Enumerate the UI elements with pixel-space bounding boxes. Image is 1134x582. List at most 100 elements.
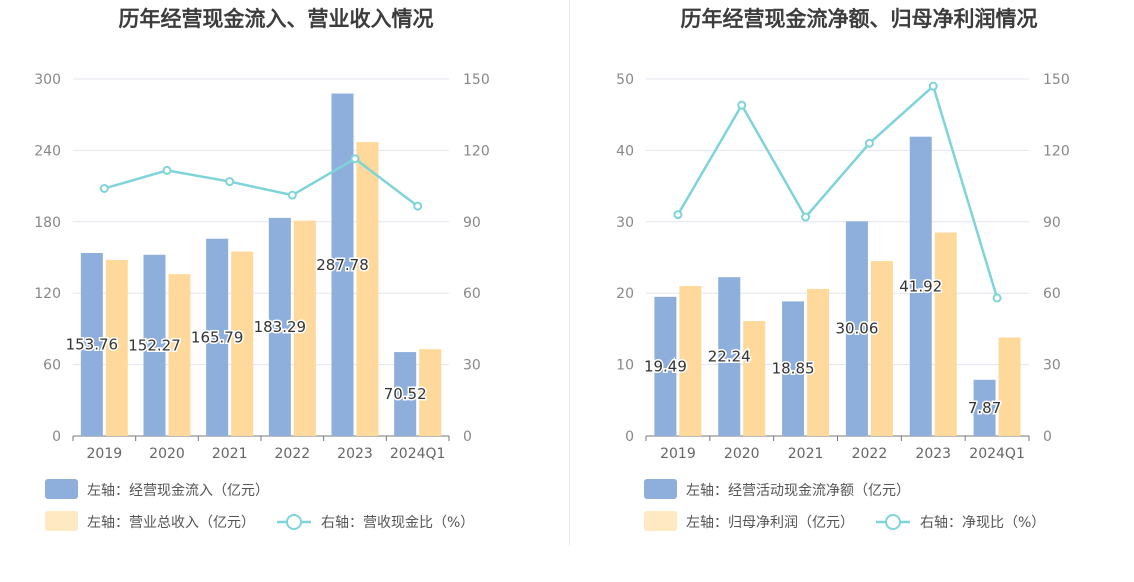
left-axis-tick-label: 0	[625, 429, 634, 445]
bar-series-1	[331, 93, 354, 436]
left-axis-tick-label: 180	[34, 215, 61, 231]
line-series-point	[801, 212, 811, 222]
line-series-path	[676, 83, 999, 299]
bar-series-2	[679, 286, 702, 436]
bar-series-2	[998, 337, 1021, 436]
bar-data-label: 41.92	[899, 277, 942, 295]
bar-series-2	[356, 142, 379, 436]
bar-series-1	[206, 238, 229, 436]
legend-swatch-series-3-marker	[286, 514, 302, 530]
bar-series-1	[782, 301, 805, 436]
left-axis-tick-label: 10	[616, 358, 634, 374]
legend-swatch-series-2	[644, 511, 677, 531]
left-axis-tick-label: 40	[616, 143, 634, 159]
bar-series-2	[419, 349, 442, 436]
bar-data-label: 70.52	[384, 385, 427, 403]
bar-data-label: 7.87	[968, 399, 1001, 417]
legend-label-series-3: 右轴：净现比（%）	[920, 515, 1045, 531]
line-series-point	[413, 201, 423, 211]
bar-series-1	[973, 379, 996, 436]
bar-data-label: 183.29	[254, 318, 307, 336]
chart-title: 历年经营现金流净额、归母净利润情况	[681, 7, 1038, 31]
left-axis-tick-label: 20	[616, 286, 634, 302]
x-axis-tick-label: 2019	[87, 446, 123, 462]
x-axis-tick-label: 2024Q1	[969, 446, 1025, 462]
line-series-point	[99, 183, 109, 193]
legend-label-series-1: 左轴：经营现金流入（亿元）	[87, 483, 269, 499]
bar-series-1	[394, 352, 417, 436]
right-axis-tick-label: 90	[1043, 215, 1061, 231]
bar-data-label: 165.79	[191, 328, 244, 346]
panel-divider	[569, 0, 570, 545]
bar-series-1	[80, 253, 103, 436]
right-axis-tick-label: 120	[1043, 143, 1070, 159]
bar-series-2	[807, 288, 830, 436]
right-axis-tick-label: 60	[1043, 286, 1061, 302]
x-axis-tick-label: 2021	[788, 446, 824, 462]
legend-label-series-3: 右轴：营收现金比（%）	[321, 515, 474, 531]
bar-data-label: 19.49	[644, 357, 687, 375]
legend-swatch-series-1	[644, 479, 677, 499]
bar-series-1	[718, 277, 741, 436]
bar-data-label: 153.76	[66, 336, 119, 354]
legend-label-series-2: 左轴：营业总收入（亿元）	[87, 515, 255, 531]
left-axis-tick-label: 240	[34, 143, 61, 159]
x-axis-tick-label: 2023	[915, 446, 951, 462]
bar-series-1	[909, 136, 932, 436]
legend-swatch-series-1	[45, 479, 78, 499]
right-axis-tick-label: 0	[463, 429, 472, 445]
right-axis-tick-label: 90	[463, 215, 481, 231]
legend-swatch-series-2	[45, 511, 78, 531]
left-axis-tick-label: 50	[616, 72, 634, 88]
x-axis-tick-label: 2020	[724, 446, 760, 462]
line-series-point	[350, 154, 360, 164]
bar-series-1	[845, 221, 868, 436]
bar-data-label: 152.27	[128, 336, 181, 354]
chart-cash-inflow-revenue: 历年经营现金流入、营业收入情况 0 60 120 180 240 300 0 30 60 90 120…	[34, 7, 490, 531]
bar-data-label: 30.06	[835, 320, 878, 338]
bar-series-1	[143, 254, 166, 436]
x-axis-tick-label: 2024Q1	[390, 446, 446, 462]
bar-data-label: 287.78	[316, 256, 369, 274]
bar-series-2	[231, 251, 254, 436]
chart-title: 历年经营现金流入、营业收入情况	[119, 7, 434, 31]
bar-series-2	[293, 220, 316, 436]
x-axis-tick-label: 2019	[660, 446, 696, 462]
bar-series-1	[268, 217, 291, 436]
line-series-point	[225, 177, 235, 187]
line-series-path	[103, 157, 419, 208]
line-series-point	[864, 138, 874, 148]
right-axis-tick-label: 150	[1043, 72, 1070, 88]
bar-series-2	[870, 261, 893, 436]
right-axis-tick-label: 120	[463, 143, 490, 159]
x-axis-tick-label: 2021	[212, 446, 248, 462]
bar-series-2	[934, 232, 957, 436]
left-axis-tick-label: 120	[34, 286, 61, 302]
right-axis-tick-label: 150	[463, 72, 490, 88]
right-axis-tick-label: 30	[1043, 358, 1061, 374]
line-series-point	[162, 165, 172, 175]
left-axis-tick-label: 300	[34, 72, 61, 88]
x-axis-tick-label: 2020	[149, 446, 185, 462]
legend-label-series-1: 左轴：经营活动现金流净额（亿元）	[686, 483, 910, 499]
left-axis-tick-label: 60	[43, 358, 61, 374]
right-axis-tick-label: 0	[1043, 429, 1052, 445]
bar-series-2	[743, 321, 766, 436]
line-series-point	[737, 100, 747, 110]
right-axis-tick-label: 30	[463, 358, 481, 374]
line-series-point	[287, 190, 297, 200]
legend-label-series-2: 左轴：归母净利润（亿元）	[686, 514, 854, 531]
chart-net-cash-net-profit: 历年经营现金流净额、归母净利润情况 0 10 20 30 40 50 0 30 60 90 120 15…	[616, 7, 1070, 531]
x-axis-tick-label: 2023	[337, 446, 373, 462]
x-axis-tick-label: 2022	[852, 446, 888, 462]
bar-data-label: 22.24	[708, 348, 751, 366]
line-series-point	[992, 293, 1002, 303]
line-series-point	[673, 210, 683, 220]
line-series-point	[928, 81, 938, 91]
legend-swatch-series-3-marker	[885, 514, 901, 530]
bar-series-2	[168, 274, 191, 436]
bar-data-label: 18.85	[772, 360, 815, 378]
right-axis-tick-label: 60	[463, 286, 481, 302]
bar-series-1	[654, 296, 677, 436]
